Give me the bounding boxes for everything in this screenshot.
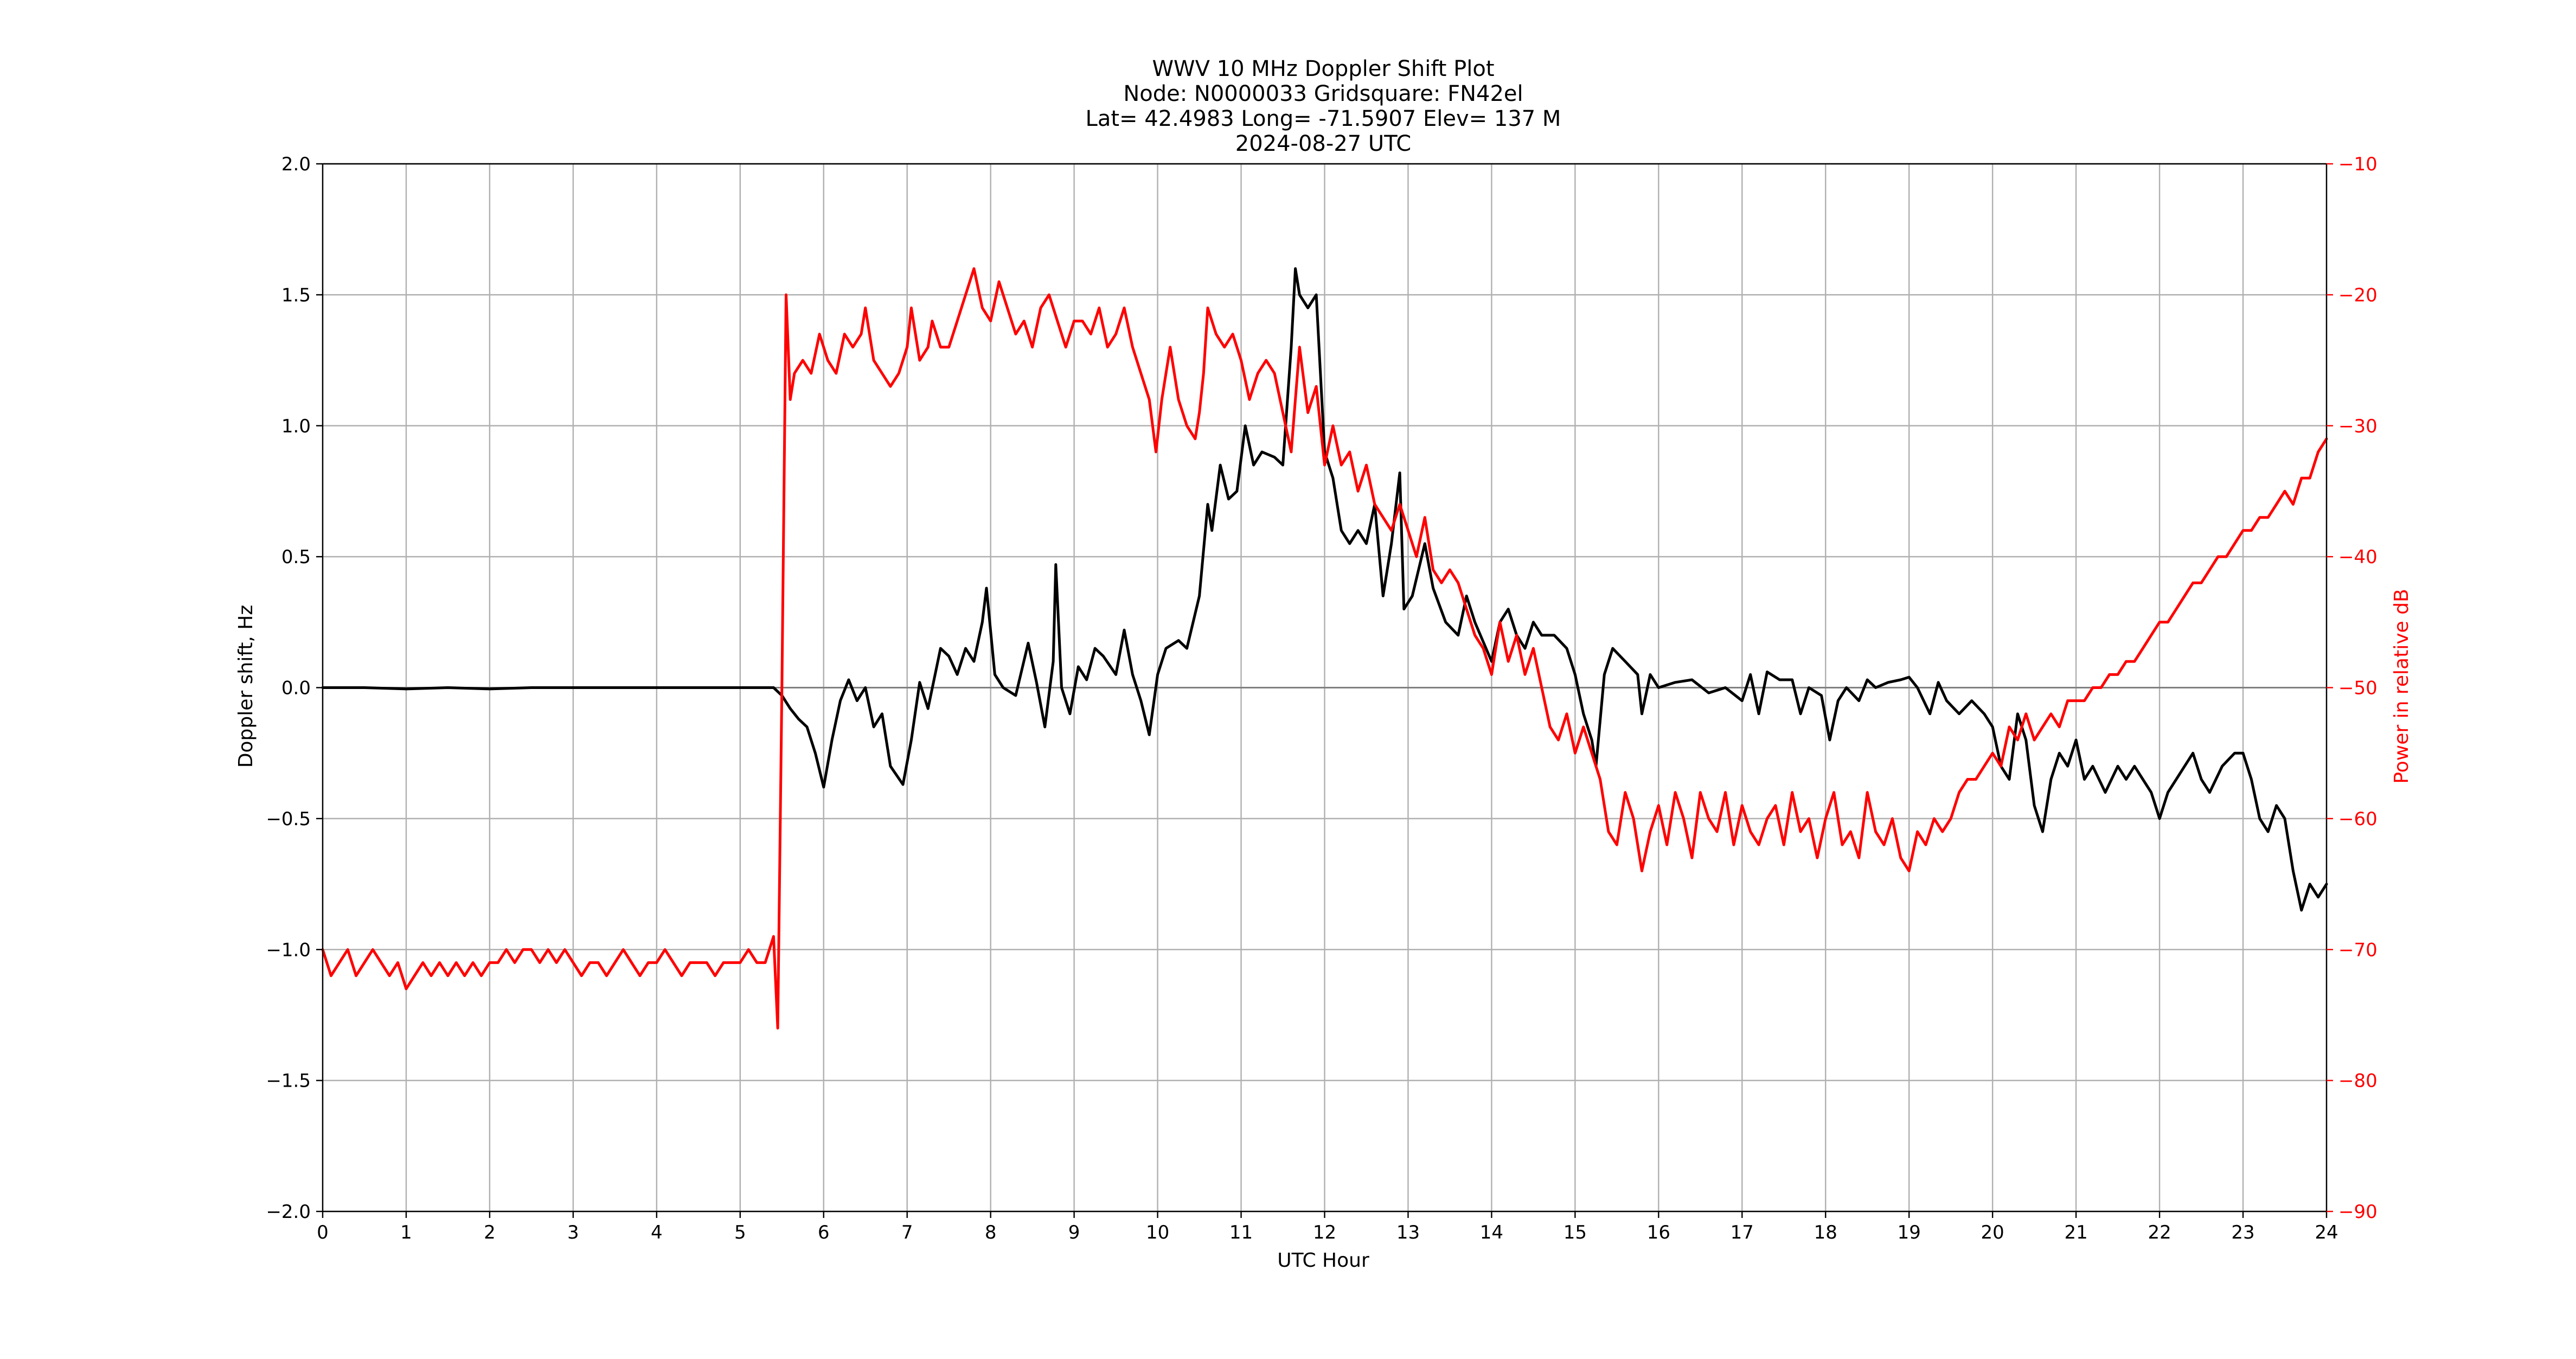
x-tick-label-21: 21 [2064, 1222, 2087, 1243]
y-tick-label-right-7: −80 [2338, 1070, 2378, 1092]
x-tick-label-18: 18 [1814, 1222, 1837, 1243]
y-tick-label-left-6: −1.0 [266, 939, 311, 961]
x-tick-label-7: 7 [901, 1222, 913, 1243]
y-axis-label-left: Doppler shift, Hz [235, 605, 257, 768]
title-line-3: Lat= 42.4983 Long= -71.5907 Elev= 137 M [1086, 106, 1561, 131]
x-tick-label-22: 22 [2148, 1222, 2171, 1243]
x-tick-label-2: 2 [484, 1222, 496, 1243]
x-tick-label-24: 24 [2315, 1222, 2338, 1243]
y-tick-label-left-0: 2.0 [281, 154, 311, 175]
y-tick-label-right-0: −10 [2338, 154, 2378, 175]
x-axis-label: UTC Hour [1277, 1249, 1369, 1272]
y-tick-label-right-8: −90 [2338, 1201, 2378, 1223]
x-tick-label-12: 12 [1313, 1222, 1336, 1243]
x-tick-label-13: 13 [1396, 1222, 1420, 1243]
y-tick-label-right-3: −40 [2338, 546, 2378, 568]
x-tick-label-8: 8 [985, 1222, 997, 1243]
y-tick-label-right-2: −30 [2338, 416, 2378, 437]
y-ticks-left: 2.0 1.5 1.0 0.5 0.0 −0.5 −1.0 −1.5 −2.0 [266, 154, 323, 1223]
x-tick-label-17: 17 [1731, 1222, 1754, 1243]
x-tick-label-20: 20 [1981, 1222, 2004, 1243]
y-tick-label-left-2: 1.0 [281, 416, 311, 437]
x-tick-label-23: 23 [2231, 1222, 2254, 1243]
x-tick-label-6: 6 [818, 1222, 830, 1243]
y-tick-label-left-3: 0.5 [281, 546, 311, 568]
series-lines [321, 267, 2328, 1030]
y-tick-label-right-4: −50 [2338, 678, 2378, 699]
chart-title: WWV 10 MHz Doppler Shift Plot Node: N000… [1086, 56, 1561, 156]
x-tick-label-4: 4 [651, 1222, 663, 1243]
doppler-series-line [321, 267, 2328, 912]
x-tick-label-10: 10 [1146, 1222, 1169, 1243]
power-series-line [321, 267, 2328, 1030]
x-tick-label-1: 1 [400, 1222, 412, 1243]
y-ticks-right: −10 −20 −30 −40 −50 −60 −70 −80 −90 [2327, 154, 2378, 1223]
y-tick-label-left-5: −0.5 [266, 808, 311, 830]
x-tick-label-3: 3 [567, 1222, 579, 1243]
title-line-1: WWV 10 MHz Doppler Shift Plot [1152, 56, 1494, 81]
title-line-4: 2024-08-27 UTC [1235, 131, 1411, 156]
x-tick-label-5: 5 [734, 1222, 746, 1243]
title-line-2: Node: N0000033 Gridsquare: FN42el [1123, 81, 1523, 106]
y-axis-label-right: Power in relative dB [2391, 589, 2413, 783]
y-tick-label-left-1: 1.5 [281, 284, 311, 306]
x-tick-label-9: 9 [1068, 1222, 1080, 1243]
x-tick-label-0: 0 [317, 1222, 329, 1243]
x-tick-label-16: 16 [1647, 1222, 1670, 1243]
y-tick-label-right-1: −20 [2338, 284, 2378, 306]
y-tick-label-left-7: −1.5 [266, 1070, 311, 1092]
x-tick-label-15: 15 [1563, 1222, 1587, 1243]
y-tick-label-right-6: −70 [2338, 939, 2378, 961]
x-ticks: 0 1 2 3 4 5 6 7 8 9 10 11 12 13 14 15 16 17 18 19 20 21 22 23 24 [317, 1211, 2338, 1243]
y-tick-label-left-4: 0.0 [281, 678, 311, 699]
y-tick-label-left-8: −2.0 [266, 1201, 311, 1223]
y-tick-label-right-5: −60 [2338, 808, 2378, 830]
x-tick-label-19: 19 [1898, 1222, 1921, 1243]
x-tick-label-14: 14 [1480, 1222, 1503, 1243]
x-tick-label-11: 11 [1229, 1222, 1253, 1243]
